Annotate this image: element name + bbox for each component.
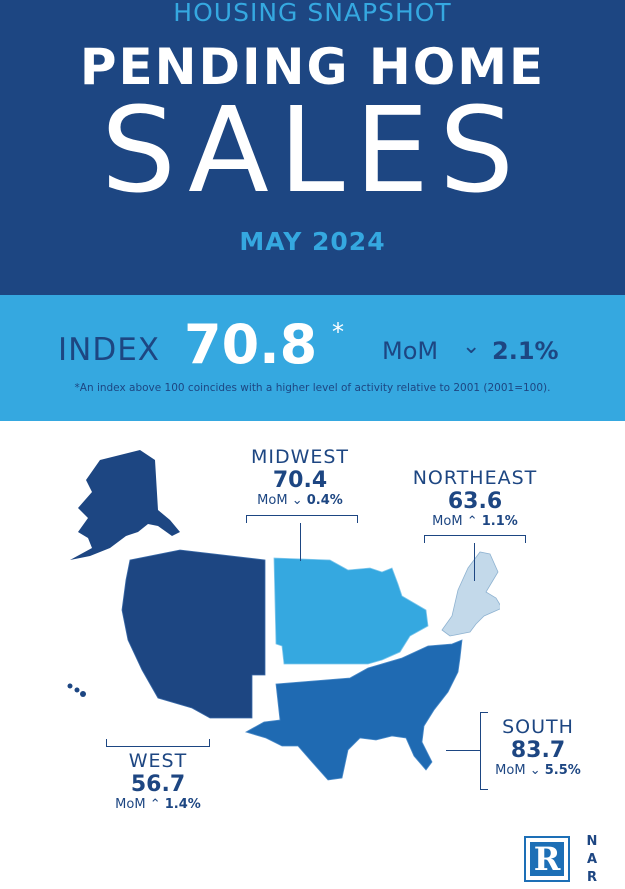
chevron-up-icon: ⌃ <box>466 514 478 529</box>
chevron-up-icon: ⌃ <box>149 797 161 812</box>
northeast-leader <box>474 543 475 581</box>
midwest-value: 70.4 <box>272 468 328 493</box>
hawaii-shape <box>67 683 86 697</box>
nar-letter-a: A <box>586 852 598 867</box>
northeast-value: 63.6 <box>447 489 503 514</box>
chevron-down-icon: ⌄ <box>462 334 481 359</box>
northeast-mom-value: 1.1% <box>481 514 518 529</box>
realtor-r-icon: R <box>530 840 564 878</box>
midwest-mom-label: MoM <box>257 493 288 508</box>
south-mom-value: 5.5% <box>544 763 581 778</box>
south-label-block: SOUTH 83.7 MoM ⌄ 5.5% <box>478 716 598 778</box>
index-band <box>0 295 625 421</box>
south-mom-label: MoM <box>495 763 526 778</box>
footnote: *An index above 100 coincides with a hig… <box>74 382 551 394</box>
northeast-label-block: NORTHEAST 63.6 MoM ⌃ 1.1% <box>405 467 545 529</box>
nar-logo: R <box>524 836 570 882</box>
logo-mark: R <box>533 840 561 878</box>
midwest-leader <box>300 523 301 561</box>
west-label-block: WEST 56.7 MoM ⌃ 1.4% <box>100 750 216 812</box>
index-label: INDEX <box>58 332 161 368</box>
west-region-shape <box>121 549 266 719</box>
south-leader <box>446 750 480 751</box>
index-value: 70.8 <box>184 313 318 376</box>
midwest-mom: MoM ⌄ 0.4% <box>240 493 360 508</box>
northeast-mom-label: MoM <box>432 514 463 529</box>
title-line-2: SALES <box>0 80 625 220</box>
index-mom-value: 2.1% <box>492 337 559 365</box>
chevron-down-icon: ⌄ <box>291 493 303 508</box>
midwest-bracket <box>246 515 358 523</box>
west-mom-value: 1.4% <box>164 797 201 812</box>
midwest-mom-value: 0.4% <box>306 493 343 508</box>
west-value: 56.7 <box>130 772 186 797</box>
west-mom: MoM ⌃ 1.4% <box>100 797 216 812</box>
northeast-mom: MoM ⌃ 1.1% <box>405 514 545 529</box>
header-banner: HOUSING SNAPSHOT PENDING HOME SALES MAY … <box>0 0 625 295</box>
south-bracket <box>480 712 488 790</box>
northeast-region-shape <box>441 551 500 637</box>
south-region-shape <box>244 639 463 781</box>
chevron-down-icon: ⌄ <box>529 763 541 778</box>
west-mom-label: MoM <box>115 797 146 812</box>
nar-letter-r: R <box>586 870 597 885</box>
northeast-bracket <box>424 535 526 543</box>
midwest-label-block: MIDWEST 70.4 MoM ⌄ 0.4% <box>240 446 360 508</box>
nar-wordmark: N A R <box>584 833 600 887</box>
west-bracket <box>106 739 210 747</box>
south-value: 83.7 <box>510 738 566 763</box>
midwest-region-shape <box>273 557 429 665</box>
south-name: SOUTH <box>502 716 574 738</box>
nar-letter-n: N <box>586 834 598 849</box>
west-name: WEST <box>128 750 188 772</box>
index-asterisk: * <box>332 318 344 346</box>
south-mom: MoM ⌄ 5.5% <box>478 763 598 778</box>
alaska-shape <box>70 450 180 560</box>
title-line-1: PENDING HOME <box>79 38 546 96</box>
northeast-name: NORTHEAST <box>412 467 538 489</box>
midwest-name: MIDWEST <box>250 446 350 468</box>
index-mom-label: MoM <box>382 337 439 365</box>
us-regions-map <box>67 450 500 781</box>
title-line-2-text: SALES <box>100 81 524 219</box>
period: MAY 2024 <box>239 227 386 256</box>
kicker: HOUSING SNAPSHOT <box>173 0 452 27</box>
